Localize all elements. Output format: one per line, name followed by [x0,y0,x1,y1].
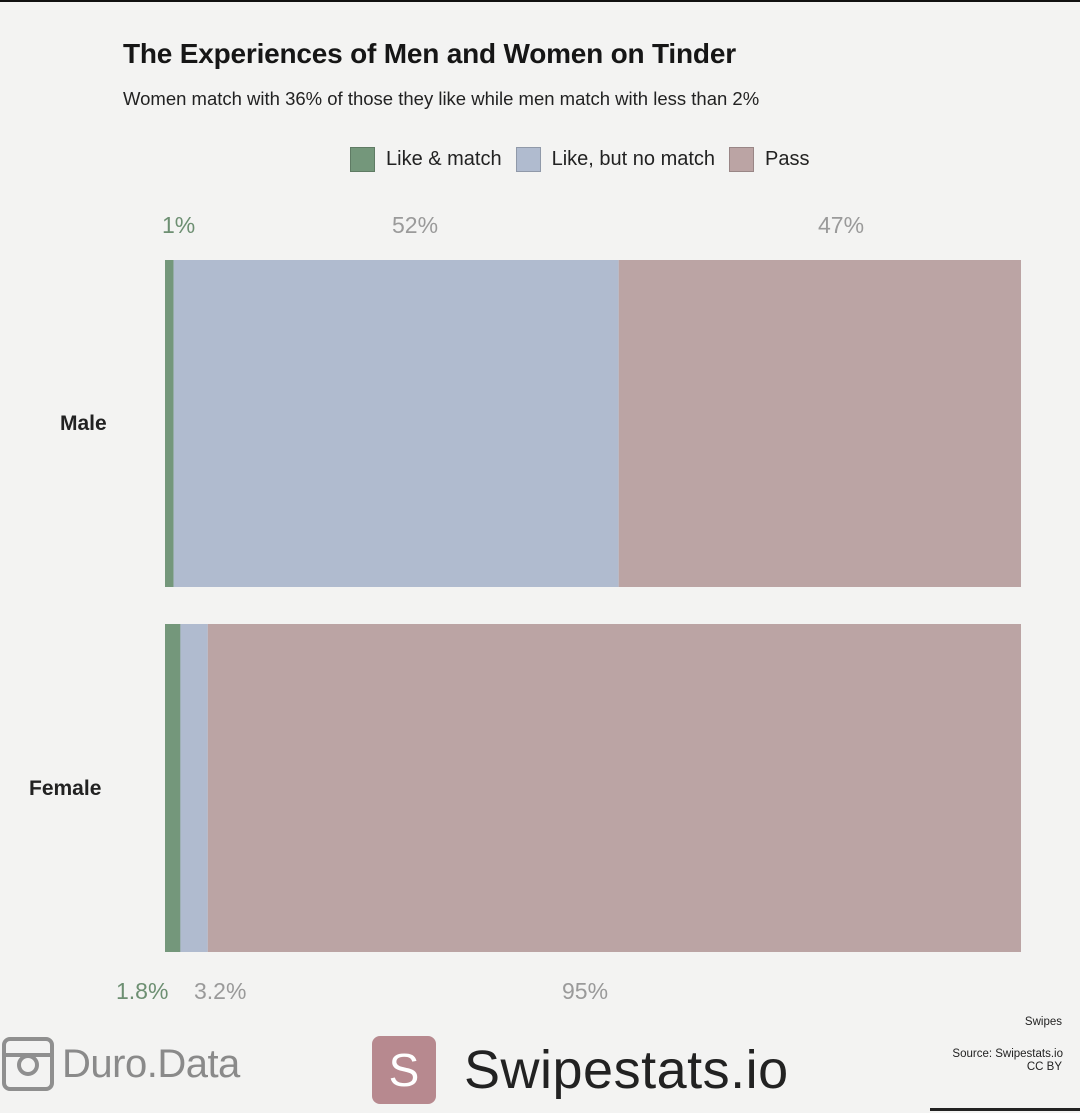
legend-item-like-no-match: Like, but no match [515,147,716,172]
camera-icon [2,1037,54,1091]
legend: Like & match Like, but no match Pass [350,147,824,172]
category-label-male: Male [60,412,107,435]
bar-female-pass [207,624,1022,952]
swipestats-text: Swipestats.io [464,1040,789,1100]
note-swipes: Swipes [1024,1016,1062,1028]
label-male-like-match: 1% [162,212,196,238]
chart-subtitle: Women match with 36% of those they like … [123,88,760,109]
bar-male-like-match [165,260,174,587]
label-male-like-no-match: 52% [392,212,439,238]
note-license: CC BY [1026,1061,1062,1073]
bar-female-like-no-match [180,624,208,952]
bar-male-like-no-match [173,260,619,587]
category-label-female: Female [29,777,102,800]
chart-title: The Experiences of Men and Women on Tind… [123,38,736,69]
legend-item-like-match: Like & match [350,147,502,172]
bar-male-pass [618,260,1021,587]
legend-label-like-no-match: Like, but no match [551,148,716,170]
legend-item-pass: Pass [729,147,810,172]
label-female-like-no-match: 3.2% [194,978,247,1004]
duro-data-logo: Duro.Data [0,1037,240,1091]
swipestats-s-icon: S [372,1036,436,1104]
note-source: Source: Swipestats.io [952,1048,1063,1060]
label-male-pass: 47% [818,212,865,238]
duro-data-text: Duro.Data [62,1041,240,1086]
label-female-pass: 95% [562,978,609,1004]
top-border [0,0,1080,2]
swipestats-logo: S Swipestats.io [372,1036,789,1104]
legend-swatch-like-no-match [515,147,541,172]
legend-swatch-pass [729,147,755,172]
label-female-like-match: 1.8% [116,978,169,1004]
legend-swatch-like-match [350,147,375,172]
bottom-border [930,1108,1080,1111]
bar-female-like-match [165,624,181,952]
legend-label-like-match: Like & match [386,148,502,170]
legend-label-pass: Pass [765,148,810,170]
